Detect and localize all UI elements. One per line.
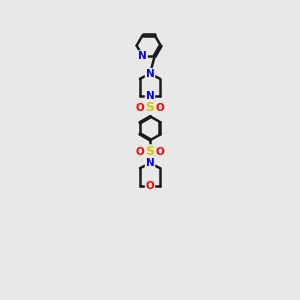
Text: O: O [146, 181, 154, 190]
Text: N: N [138, 51, 147, 61]
Text: O: O [136, 103, 145, 112]
Text: N: N [146, 91, 154, 101]
Text: O: O [155, 147, 164, 157]
Text: S: S [146, 101, 154, 114]
Text: O: O [136, 147, 145, 157]
Text: O: O [155, 103, 164, 112]
Text: N: N [146, 158, 154, 168]
Text: N: N [146, 69, 154, 79]
Text: S: S [146, 145, 154, 158]
